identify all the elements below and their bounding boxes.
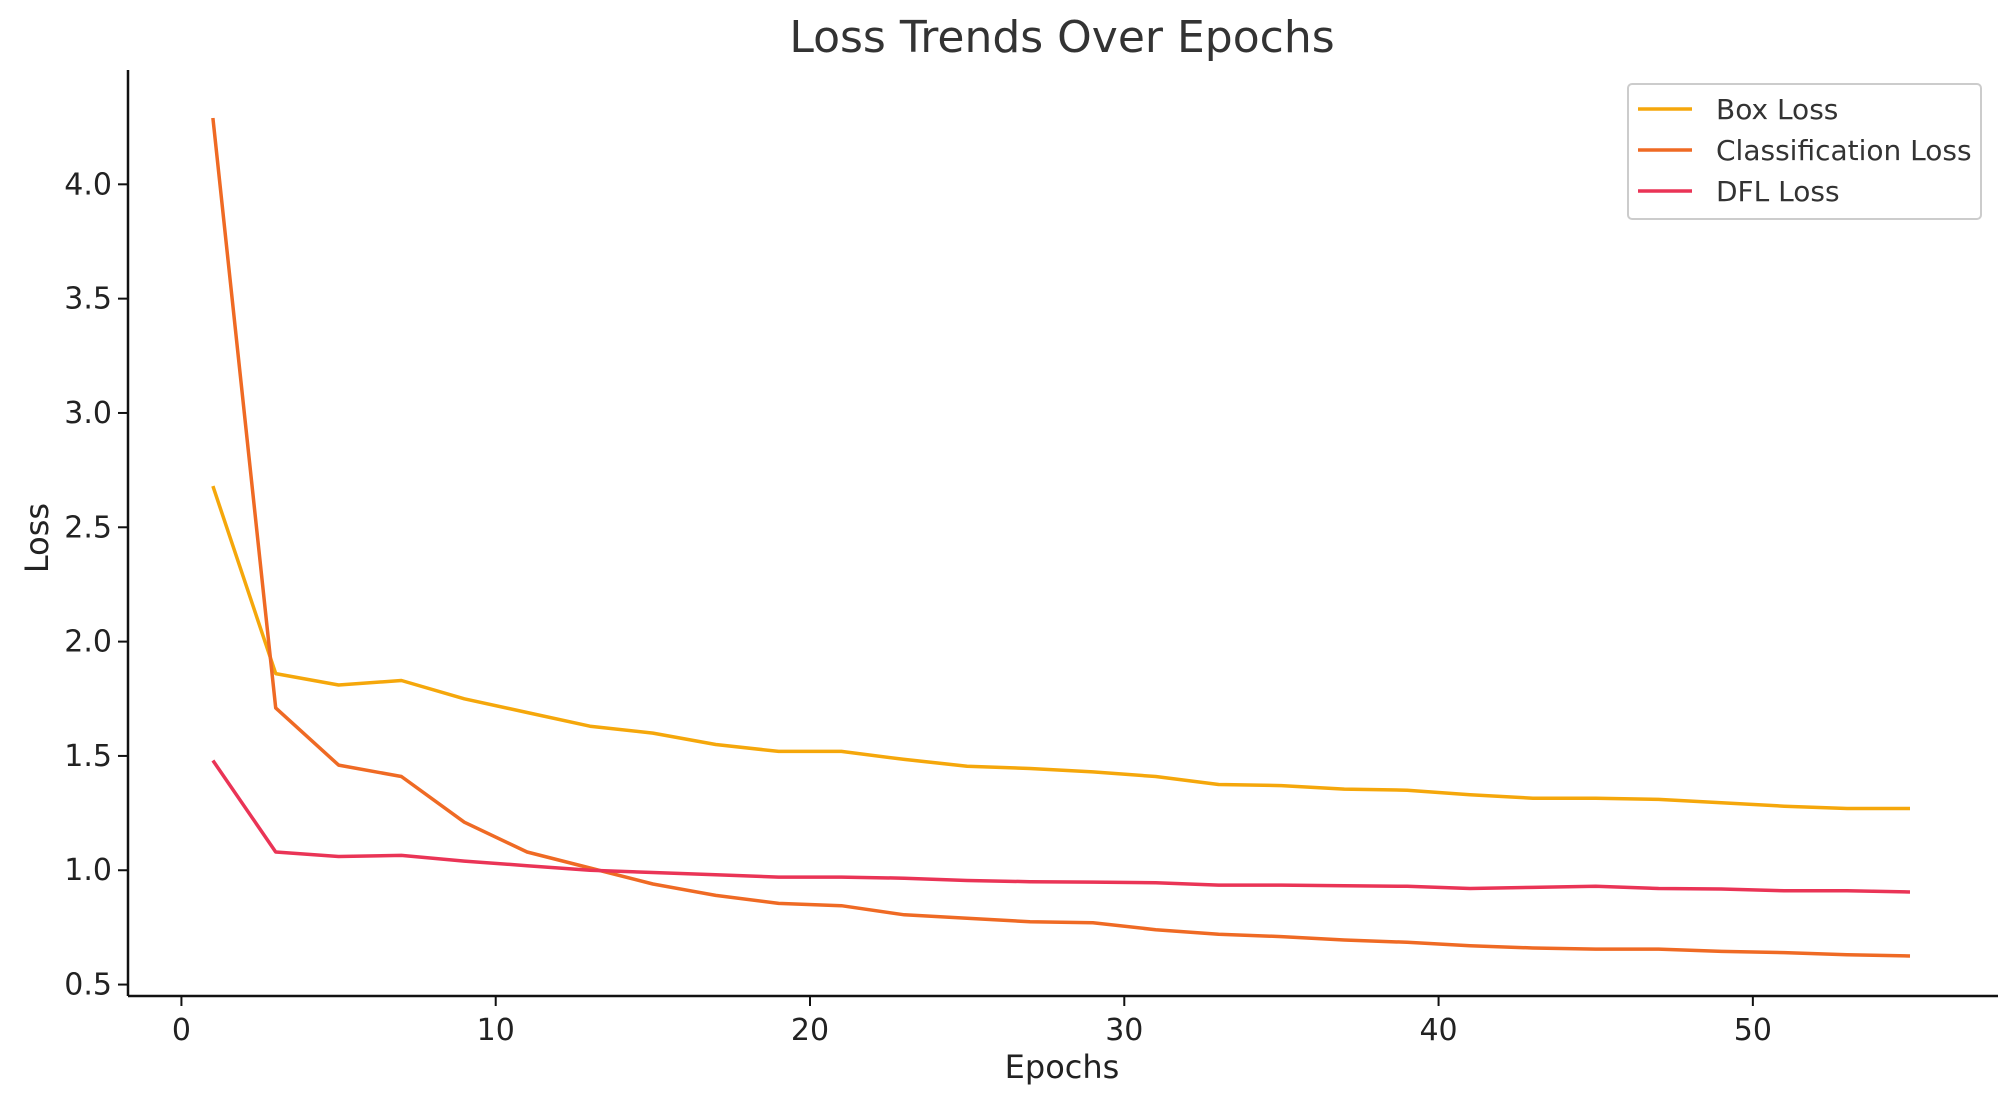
x-tick-label: 50 [1734,1013,1772,1048]
y-tick-label: 4.0 [64,167,112,202]
y-tick-label: 1.0 [64,853,112,888]
series-line-box-loss [211,485,1910,811]
y-tick-label: 3.0 [64,396,112,431]
chart-title: Loss Trends Over Epochs [789,12,1334,63]
y-axis-ticks: 0.5 1.0 1.5 2.0 2.5 3.0 3.5 4.0 [64,167,128,1003]
plot-lines [211,117,1911,958]
x-axis-label: Epochs [1005,1048,1120,1086]
x-tick-label: 10 [477,1013,515,1048]
y-tick-label: 0.5 [64,968,112,1003]
legend-label-classification-loss: Classification Loss [1716,134,1972,167]
axes [126,70,1998,998]
legend-frame [1627,83,1982,220]
series-line-dfl-loss [211,759,1911,894]
legend-label-box-loss: Box Loss [1716,93,1838,126]
x-tick-label: 20 [791,1013,829,1048]
x-tick-label: 30 [1105,1013,1143,1048]
x-tick-label: 40 [1419,1013,1457,1048]
x-axis-ticks: 0 10 20 30 40 50 [172,996,1772,1048]
y-axis-label: Loss [18,503,56,573]
legend-label-dfl-loss: DFL Loss [1716,175,1840,208]
series-line-classification-loss [211,117,1911,958]
y-tick-label: 1.5 [64,739,112,774]
y-tick-label: 3.5 [64,282,112,317]
y-tick-label: 2.5 [64,510,112,545]
y-tick-label: 2.0 [64,625,112,660]
x-tick-label: 0 [172,1013,191,1048]
legend: Box Loss Classification Loss DFL Loss [1627,83,1982,220]
